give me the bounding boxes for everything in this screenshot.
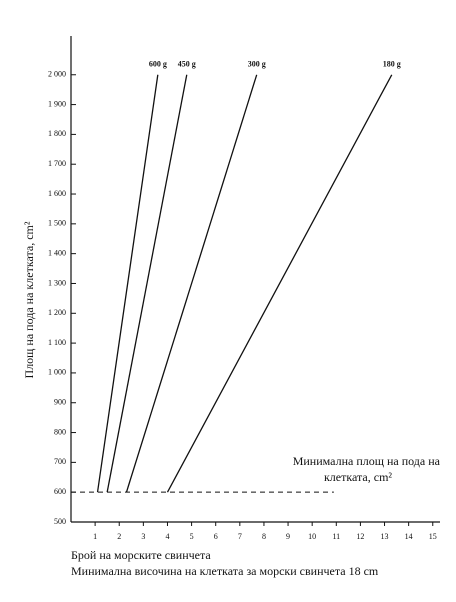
annotation: Минимална площ на пода на	[293, 454, 441, 468]
series-line	[96, 74, 159, 493]
x-tick-label: 6	[214, 532, 218, 541]
x-tick-label: 11	[332, 532, 340, 541]
y-tick-label: 1 800	[48, 129, 66, 138]
series-label: 450 g	[178, 60, 196, 69]
x-tick-label: 9	[286, 532, 290, 541]
x-tick-label: 3	[141, 532, 145, 541]
y-tick-label: 1 100	[48, 338, 66, 347]
series-label: 180 g	[383, 60, 401, 69]
annotation: клетката, cm²	[324, 470, 392, 484]
x-tick-label: 7	[238, 532, 242, 541]
y-tick-label: 800	[54, 427, 66, 436]
x-tick-label: 1	[93, 532, 97, 541]
y-tick-label: 500	[54, 517, 66, 526]
series-label: 300 g	[248, 60, 266, 69]
x-tick-label: 12	[356, 532, 364, 541]
y-tick-label: 1 400	[48, 248, 66, 257]
y-tick-label: 600	[54, 487, 66, 496]
series-line	[125, 74, 258, 493]
y-tick-label: 1 500	[48, 219, 66, 228]
series-label: 600 g	[149, 60, 167, 69]
y-tick-label: 900	[54, 398, 66, 407]
series-line	[106, 74, 188, 493]
x-tick-label: 5	[190, 532, 194, 541]
x-tick-label: 14	[405, 532, 413, 541]
x-tick-label: 2	[117, 532, 121, 541]
x-tick-label: 4	[165, 532, 169, 541]
x-tick-label: 13	[381, 532, 389, 541]
y-tick-label: 1 600	[48, 189, 66, 198]
y-axis-label: Площ на пода на клетката, cm²	[22, 221, 36, 378]
y-tick-label: 1 000	[48, 368, 66, 377]
y-tick-label: 1 300	[48, 278, 66, 287]
x-axis-label: Брой на морските свинчета	[71, 548, 211, 562]
x-tick-label: 10	[308, 532, 316, 541]
series-line	[166, 74, 393, 493]
y-tick-label: 700	[54, 457, 66, 466]
y-tick-label: 1 200	[48, 308, 66, 317]
x-tick-label: 8	[262, 532, 266, 541]
y-tick-label: 1 700	[48, 159, 66, 168]
y-tick-label: 2 000	[48, 70, 66, 79]
x-tick-label: 15	[429, 532, 437, 541]
y-tick-label: 1 900	[48, 99, 66, 108]
x-axis-label: Минимална височина на клетката за морски…	[71, 564, 379, 578]
